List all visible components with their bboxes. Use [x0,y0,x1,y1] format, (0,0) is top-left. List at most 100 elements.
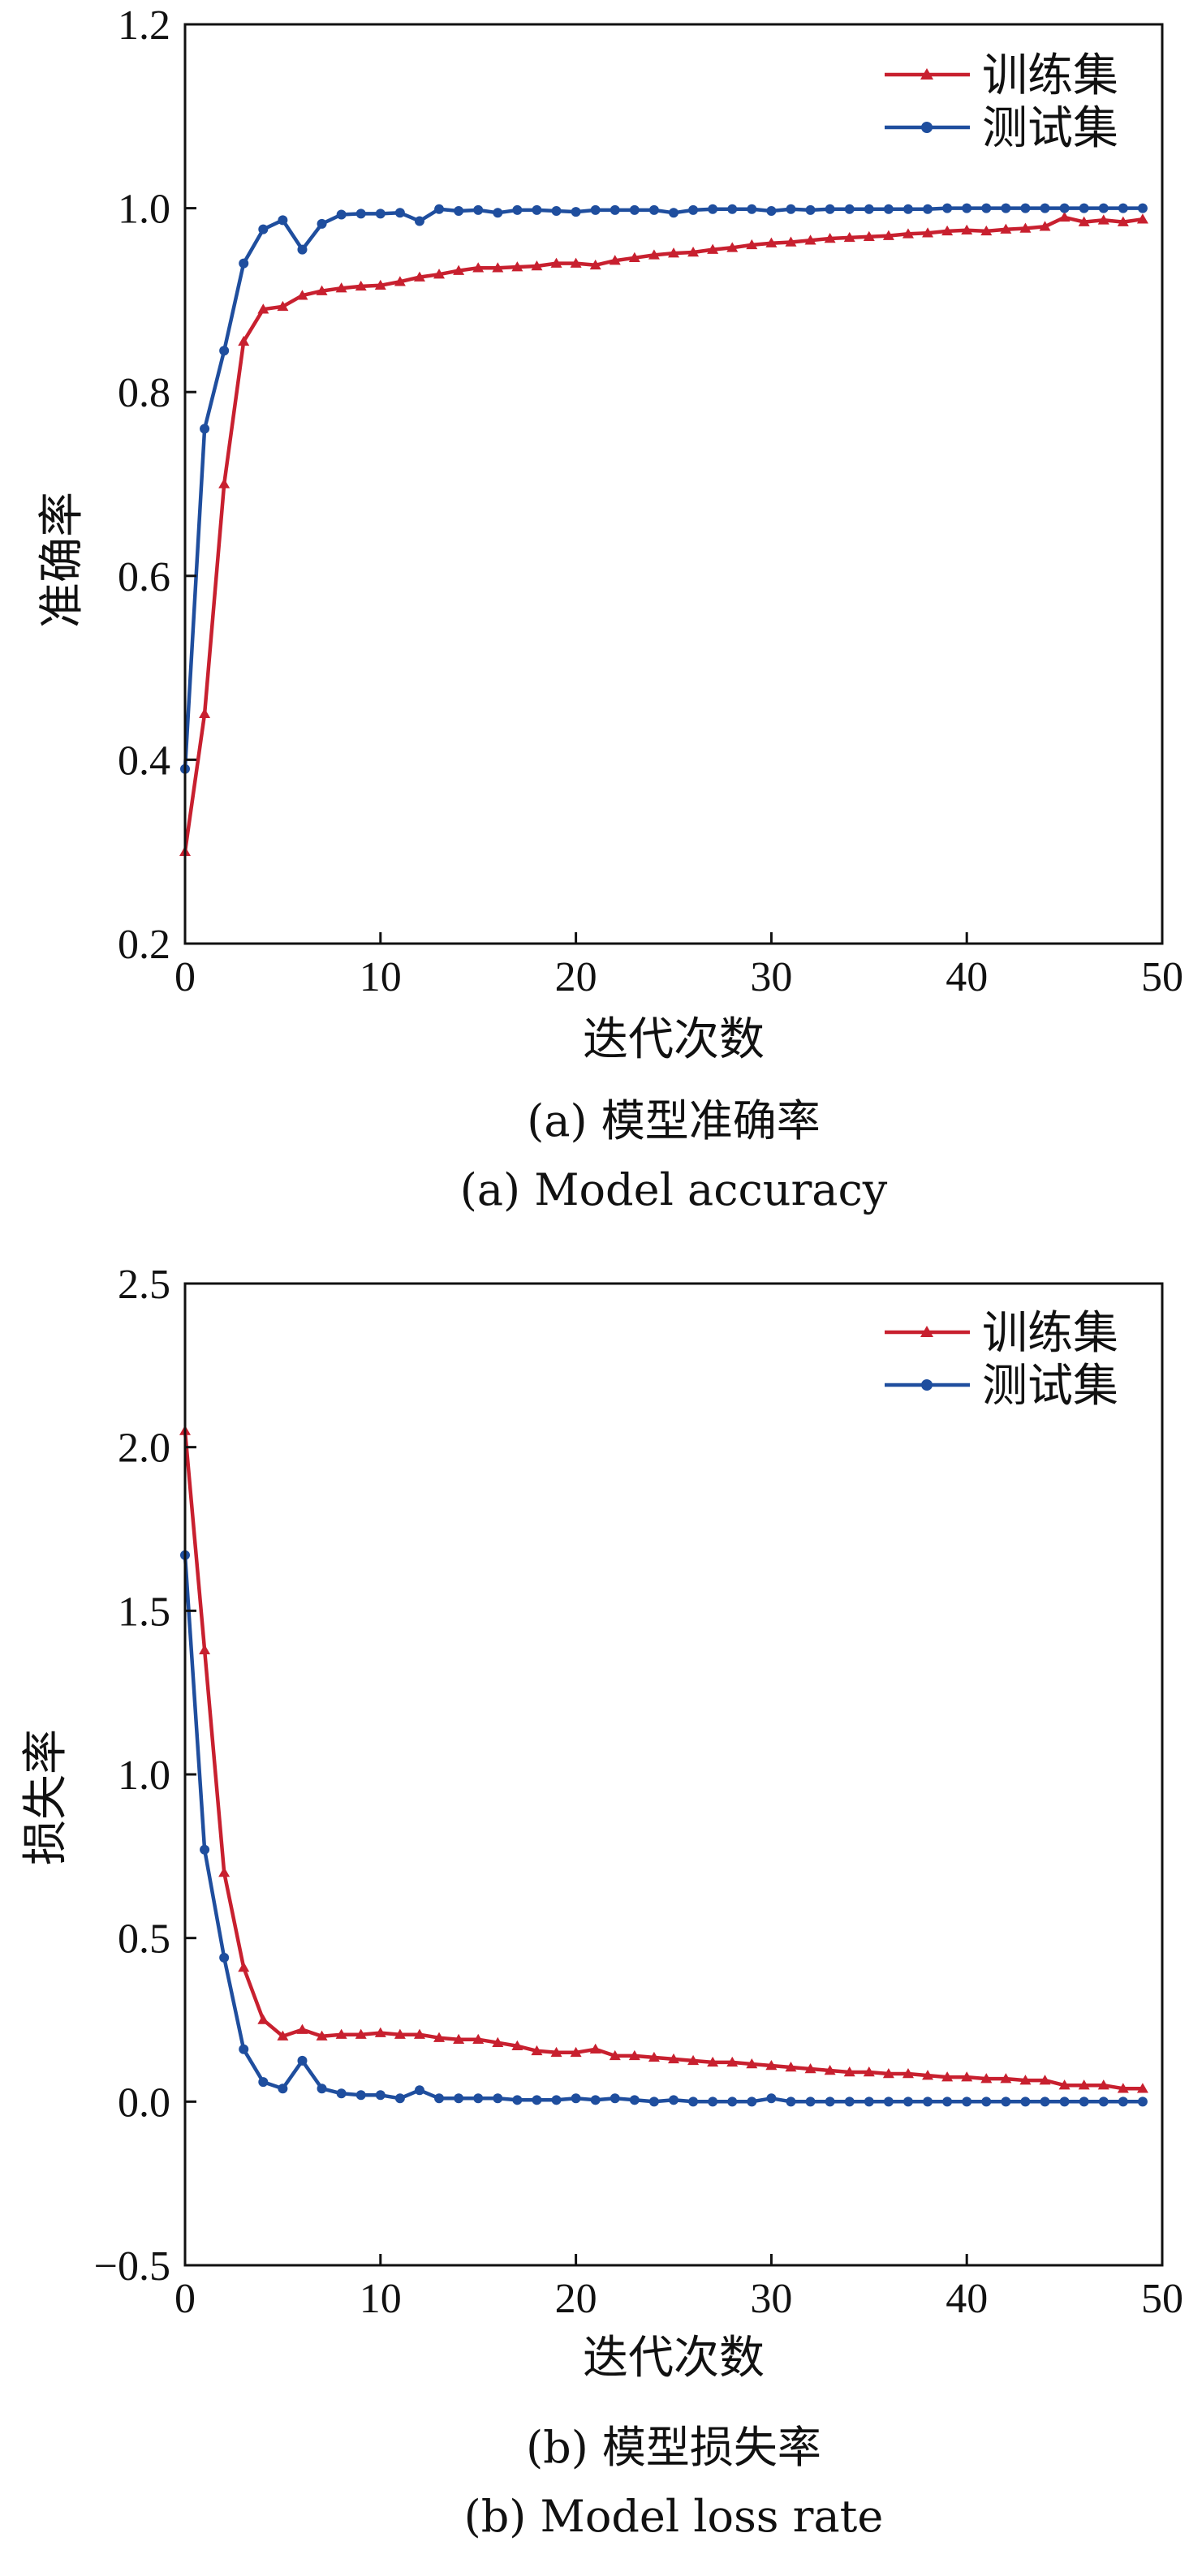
loss-series-0-point [257,2014,269,2024]
accuracy-series-0-point [1000,223,1012,234]
loss-series-1-point [355,2090,366,2101]
loss-series-1-point [454,2093,464,2104]
accuracy-series-line-1 [183,206,1143,769]
accuracy-legend-marker-1 [921,122,933,133]
accuracy-y-tick-label: 0.6 [118,554,170,600]
loss-series-1-point [962,2096,972,2107]
accuracy-caption-cn: (a) 模型准确率 [527,1095,821,1146]
accuracy-series-line-0 [183,215,1144,853]
loss-series-0-point [277,2030,289,2041]
loss-series-1-point [278,2084,288,2094]
accuracy-series-0-point [218,478,230,488]
loss-series-1-point [883,2096,894,2107]
loss-series-1-point [629,2095,640,2105]
accuracy-series-0-point [238,335,250,346]
accuracy-series-1-point [1059,203,1070,213]
loss-x-tick-label: 40 [946,2276,988,2322]
loss-series-0-point [648,2051,660,2062]
loss-plot-frame [183,1282,1164,2267]
accuracy-series-0-point [335,282,347,293]
accuracy-series-0-point [472,262,485,273]
accuracy-series-1-point [727,204,738,214]
loss-series-0-point [765,2059,778,2071]
accuracy-series-1-point [747,204,757,214]
loss-series-0-point [570,2046,582,2058]
accuracy-series-1-point [414,216,424,226]
accuracy-series-0-point [199,707,211,718]
accuracy-series-layer [179,203,1148,856]
accuracy-series-1-point [766,205,777,216]
accuracy-series-0-point [511,261,523,272]
accuracy-series-1-point [708,204,718,214]
loss-series-1-point [258,2077,269,2088]
loss-chart: 0 10 20 30 40 50 −0.5 0.0 0.5 1.0 1.5 2.0 2.5 训练集测试集… [19,1266,1183,2542]
loss-series-1-point [981,2096,992,2107]
loss-series-0-point [531,2045,543,2056]
loss-series-1-point [825,2096,835,2107]
loss-series-0-point [413,2028,425,2039]
accuracy-series-0-point [648,249,660,260]
accuracy-series-1-point [355,209,366,219]
accuracy-series-1-point [648,204,659,215]
loss-series-0-point [980,2073,993,2084]
loss-x-tick-label: 20 [555,2276,597,2322]
accuracy-series-0-point [902,228,914,239]
accuracy-y-tick-label: 0.2 [118,922,170,968]
loss-series-0-point [941,2071,954,2082]
loss-x-tick-label: 30 [750,2276,792,2322]
loss-series-0-point [804,2063,816,2074]
loss-series-1-point [219,1952,230,1963]
accuracy-series-0-point [863,230,875,241]
loss-legend-marker-0 [920,1326,933,1337]
accuracy-x-tick-label: 0 [174,954,196,1000]
accuracy-x-axis-label: 迭代次数 [583,1013,765,1066]
loss-series-1-point [571,2093,581,2104]
loss-legend-marker-1 [921,1379,933,1391]
loss-series-1-point [336,2088,347,2099]
loss-series-0-point [296,2023,308,2034]
accuracy-series-0-point [804,234,816,245]
loss-series-1-point [805,2096,816,2107]
accuracy-series-1-point [590,204,601,215]
loss-series-1-point [239,2044,249,2054]
loss-series-0-point [961,2071,973,2082]
loss-series-1-point [727,2096,738,2107]
loss-legend-label-1: 测试集 [982,1360,1118,1413]
accuracy-series-1-point [336,209,347,220]
accuracy-series-0-point [296,290,308,300]
loss-series-1-point [708,2096,718,2107]
accuracy-series-1-point [688,204,699,215]
loss-series-0-point [492,2036,504,2047]
loss-series-0-point [472,2033,485,2044]
accuracy-series-0-point [668,247,679,258]
accuracy-series-0-point [765,237,778,247]
loss-series-1-point [610,2093,620,2104]
loss-series-0-point [1117,2083,1129,2093]
loss-series-1-point [375,2090,386,2101]
accuracy-series-0-point [1136,213,1148,224]
accuracy-x-tick-label: 20 [555,954,597,1000]
loss-series-0-point [1136,2083,1148,2093]
loss-y-tick-label: −0.5 [94,2243,170,2290]
loss-series-0-point [824,2065,836,2075]
loss-series-0-point [863,2066,875,2077]
loss-series-0-point [628,2049,640,2061]
accuracy-x-tick-label: 50 [1141,954,1183,1000]
loss-series-1-point [317,2084,327,2094]
accuracy-series-1-point [1118,203,1128,213]
accuracy-series-1-point [532,204,542,215]
loss-series-1-point [1079,2096,1089,2107]
accuracy-legend-label-0: 训练集 [982,49,1118,102]
accuracy-series-0-point [1039,221,1051,231]
accuracy-x-tick-label: 10 [360,954,402,1000]
accuracy-series-1-point [317,218,327,229]
accuracy-series-0-point [687,246,700,257]
loss-series-line-0 [183,1430,1143,2091]
loss-series-1-point [669,2095,679,2105]
loss-series-1-point [786,2096,796,2107]
loss-series-0-point [316,2030,328,2041]
accuracy-series-1-point [669,208,679,218]
accuracy-series-0-point [746,239,758,250]
loss-series-1-point [1137,2096,1148,2107]
